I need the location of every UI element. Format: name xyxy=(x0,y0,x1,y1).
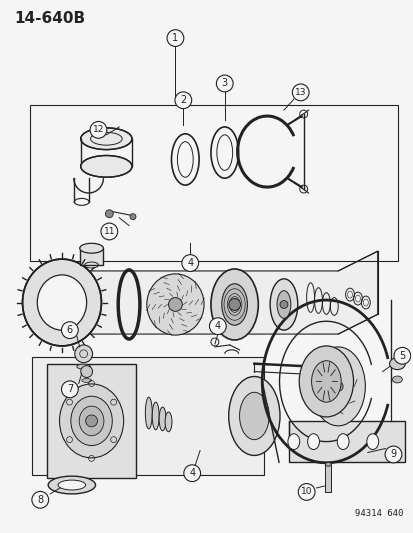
Circle shape xyxy=(75,345,93,362)
Ellipse shape xyxy=(145,397,152,429)
Ellipse shape xyxy=(239,392,268,440)
Ellipse shape xyxy=(79,406,104,435)
Text: 5: 5 xyxy=(398,351,404,361)
Ellipse shape xyxy=(81,128,132,150)
Text: 10: 10 xyxy=(300,488,312,496)
Bar xyxy=(325,464,330,492)
Circle shape xyxy=(62,322,78,338)
FancyBboxPatch shape xyxy=(47,364,135,478)
Polygon shape xyxy=(74,251,377,334)
Ellipse shape xyxy=(337,434,348,449)
Text: 12: 12 xyxy=(93,125,104,134)
Ellipse shape xyxy=(389,358,404,369)
Ellipse shape xyxy=(80,244,103,253)
Text: 4: 4 xyxy=(187,258,193,268)
Circle shape xyxy=(228,298,240,310)
Circle shape xyxy=(85,415,97,427)
Circle shape xyxy=(393,348,410,364)
Ellipse shape xyxy=(81,378,91,382)
Circle shape xyxy=(101,223,117,240)
Circle shape xyxy=(105,210,113,217)
Circle shape xyxy=(209,318,225,335)
Ellipse shape xyxy=(159,407,166,431)
Circle shape xyxy=(130,214,135,220)
Circle shape xyxy=(183,465,200,482)
Polygon shape xyxy=(80,248,103,265)
Ellipse shape xyxy=(287,434,299,449)
Ellipse shape xyxy=(59,384,123,458)
Circle shape xyxy=(168,297,182,311)
Ellipse shape xyxy=(299,346,353,417)
Ellipse shape xyxy=(22,259,101,346)
Text: 7: 7 xyxy=(66,384,73,394)
Ellipse shape xyxy=(221,284,247,325)
Ellipse shape xyxy=(392,376,401,383)
Circle shape xyxy=(175,92,191,109)
Circle shape xyxy=(279,301,287,309)
Text: 4: 4 xyxy=(214,321,221,331)
Text: 11: 11 xyxy=(103,227,115,236)
Circle shape xyxy=(384,446,401,463)
Text: 1: 1 xyxy=(172,33,178,43)
Text: 8: 8 xyxy=(37,495,43,505)
Ellipse shape xyxy=(48,476,95,494)
Text: 94314 640: 94314 640 xyxy=(354,508,402,518)
Circle shape xyxy=(181,255,198,271)
Text: 3: 3 xyxy=(221,78,227,88)
Ellipse shape xyxy=(270,279,297,330)
Circle shape xyxy=(332,382,342,391)
Bar xyxy=(30,105,397,261)
Circle shape xyxy=(90,122,107,138)
Text: 9: 9 xyxy=(389,449,396,459)
Circle shape xyxy=(62,381,78,398)
Ellipse shape xyxy=(228,376,279,455)
Ellipse shape xyxy=(311,361,340,402)
Ellipse shape xyxy=(71,396,112,446)
Ellipse shape xyxy=(81,156,132,177)
Text: 2: 2 xyxy=(180,95,186,105)
Ellipse shape xyxy=(325,462,330,466)
Circle shape xyxy=(297,483,314,500)
Polygon shape xyxy=(32,357,263,475)
Ellipse shape xyxy=(37,275,86,330)
Circle shape xyxy=(216,75,233,92)
Circle shape xyxy=(81,366,93,377)
Text: 4: 4 xyxy=(189,468,195,478)
Ellipse shape xyxy=(76,364,90,369)
Circle shape xyxy=(292,84,309,101)
Text: 13: 13 xyxy=(294,88,306,97)
Text: 14-640B: 14-640B xyxy=(14,12,85,27)
Ellipse shape xyxy=(147,274,204,335)
Ellipse shape xyxy=(366,434,378,449)
Ellipse shape xyxy=(307,434,319,449)
Ellipse shape xyxy=(165,412,171,432)
Circle shape xyxy=(32,491,49,508)
Text: 6: 6 xyxy=(66,325,73,335)
Ellipse shape xyxy=(58,480,85,490)
Ellipse shape xyxy=(310,347,364,426)
Circle shape xyxy=(166,30,183,46)
Ellipse shape xyxy=(152,402,159,430)
Ellipse shape xyxy=(276,290,290,318)
Bar xyxy=(288,421,404,462)
Ellipse shape xyxy=(211,269,258,340)
